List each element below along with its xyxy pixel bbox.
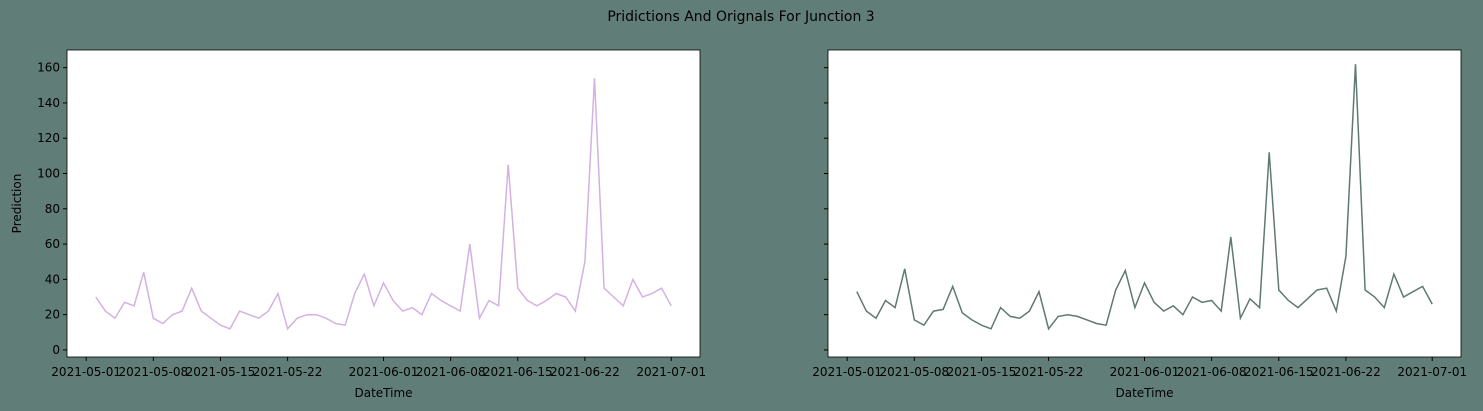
x-tick-label: 2021-06-08 (1177, 365, 1247, 379)
y-tick-label: 60 (45, 237, 60, 251)
x-tick-label: 2021-06-22 (1311, 365, 1381, 379)
x-tick-label: 2021-05-22 (1014, 365, 1084, 379)
x-tick-label: 2021-06-15 (1244, 365, 1314, 379)
x-tick-label: 2021-05-15 (947, 365, 1017, 379)
x-tick-label: 2021-07-01 (1397, 365, 1467, 379)
plot-area (66, 49, 701, 358)
x-tick-label: 2021-05-01 (51, 365, 121, 379)
y-tick-label: 100 (37, 167, 60, 181)
x-tick-label: 2021-07-01 (636, 365, 706, 379)
y-tick-label: 20 (45, 308, 60, 322)
x-axis-label: DateTime (1115, 386, 1173, 400)
x-tick-label: 2021-06-01 (1110, 365, 1180, 379)
y-tick-label: 160 (37, 61, 60, 75)
y-tick-label: 80 (45, 202, 60, 216)
x-tick-label: 2021-06-15 (483, 365, 553, 379)
x-tick-label: 2021-05-08 (118, 365, 188, 379)
x-tick-label: 2021-06-01 (349, 365, 419, 379)
x-tick-label: 2021-05-22 (253, 365, 323, 379)
y-axis-label: Prediction (10, 174, 24, 234)
x-tick-label: 2021-05-01 (812, 365, 882, 379)
y-tick-label: 140 (37, 96, 60, 110)
x-tick-label: 2021-06-08 (416, 365, 486, 379)
x-tick-label: 2021-05-08 (879, 365, 949, 379)
x-axis-label: DateTime (354, 386, 412, 400)
x-tick-label: 2021-05-15 (186, 365, 256, 379)
figure-title: Pridictions And Orignals For Junction 3 (607, 9, 874, 25)
y-tick-label: 40 (45, 272, 60, 286)
data-line (95, 78, 672, 331)
plot-area (827, 49, 1462, 358)
y-tick-label: 120 (37, 131, 60, 145)
data-line (856, 64, 1433, 331)
y-tick-label: 0 (52, 343, 60, 357)
x-tick-label: 2021-06-22 (550, 365, 620, 379)
